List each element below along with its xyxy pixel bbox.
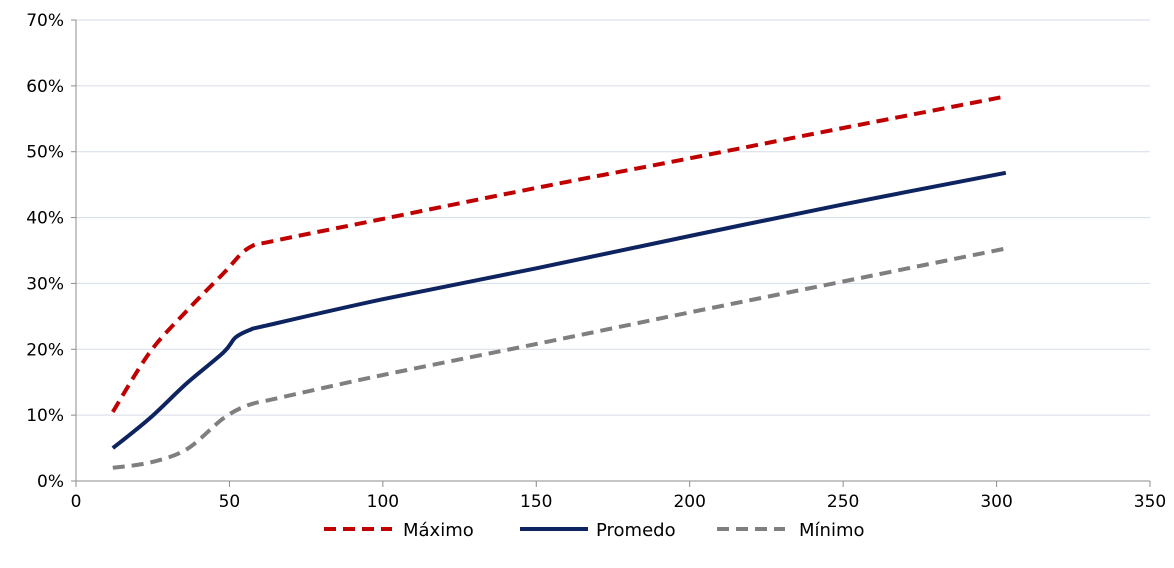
series-line-promedo bbox=[111, 170, 1007, 450]
x-tick-label: 350 bbox=[1134, 492, 1166, 512]
x-tick-label: 150 bbox=[520, 492, 552, 512]
legend-label: Mínimo bbox=[799, 520, 865, 541]
x-tick-label: 200 bbox=[673, 492, 705, 512]
y-tick-label: 20% bbox=[26, 340, 64, 360]
x-axis-tick-labels: 0 50 100 150 200 250 300 350 bbox=[71, 492, 1167, 512]
x-tick-label: 250 bbox=[827, 492, 859, 512]
y-tick-label: 30% bbox=[26, 274, 64, 294]
series-line-minimo bbox=[112, 246, 1007, 470]
series-lines bbox=[111, 94, 1007, 470]
y-tick-label: 40% bbox=[26, 209, 64, 229]
legend-item-maximo: Máximo bbox=[324, 520, 474, 541]
y-axis-tick-labels: 0% 10% 20% 30% 40% 50% 60% 70% bbox=[26, 11, 64, 492]
x-tick-label: 100 bbox=[367, 492, 399, 512]
legend-label: Máximo bbox=[403, 520, 474, 541]
y-tick-label: 10% bbox=[26, 406, 64, 426]
y-tick-label: 50% bbox=[26, 143, 64, 163]
y-tick-label: 60% bbox=[26, 77, 64, 97]
x-tick-label: 50 bbox=[219, 492, 241, 512]
x-tick-label: 300 bbox=[980, 492, 1012, 512]
series-line-maximo bbox=[111, 94, 1007, 413]
legend: Máximo Promedo Mínimo bbox=[324, 520, 865, 541]
y-tick-label: 0% bbox=[37, 472, 64, 492]
x-tick-label: 0 bbox=[71, 492, 82, 512]
legend-item-minimo: Mínimo bbox=[717, 520, 865, 541]
legend-item-promedo: Promedo bbox=[520, 520, 676, 541]
axes bbox=[71, 19, 1151, 487]
legend-label: Promedo bbox=[596, 520, 676, 541]
y-tick-label: 70% bbox=[26, 11, 64, 31]
gridlines bbox=[76, 19, 1150, 416]
